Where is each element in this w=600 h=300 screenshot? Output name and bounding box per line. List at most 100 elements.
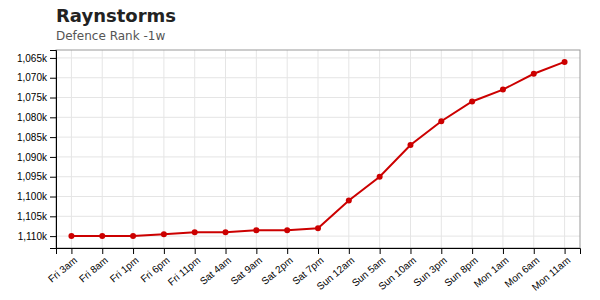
tick-mark bbox=[410, 248, 411, 254]
tick-label: 1,085k bbox=[17, 132, 48, 143]
tick: Mon 11am bbox=[530, 248, 573, 293]
point bbox=[407, 142, 413, 148]
tick: Fri 11pm bbox=[166, 248, 203, 288]
tick: 1,100k bbox=[17, 191, 56, 202]
tick: 1,070k bbox=[17, 72, 56, 83]
grid-line bbox=[379, 50, 380, 248]
tick: Sat 4am bbox=[198, 248, 234, 287]
grid-line bbox=[564, 50, 565, 248]
tick-mark bbox=[50, 117, 56, 118]
tick-label: 1,100k bbox=[17, 191, 48, 202]
grid-line bbox=[318, 50, 319, 248]
point bbox=[223, 229, 229, 235]
point bbox=[377, 174, 383, 180]
tick-mark bbox=[534, 248, 535, 254]
tick-mark bbox=[102, 248, 103, 254]
tick-label: Sun 3pm bbox=[411, 254, 449, 288]
tick-mark bbox=[349, 248, 350, 254]
point bbox=[531, 71, 537, 77]
grid-line bbox=[441, 50, 442, 248]
tick-mark bbox=[50, 177, 56, 178]
point bbox=[562, 59, 568, 65]
subtitle: Defence Rank -1w bbox=[56, 29, 165, 43]
point bbox=[161, 231, 167, 237]
tick-mark bbox=[50, 157, 56, 158]
grid-line bbox=[287, 50, 288, 248]
y-axis: 1,065k1,070k1,075k1,080k1,085k1,090k1,09… bbox=[17, 51, 57, 249]
tick: Fri 8am bbox=[77, 248, 110, 285]
tick-mark bbox=[71, 248, 72, 254]
tick-mark bbox=[565, 248, 566, 254]
grid-line bbox=[348, 50, 349, 248]
tick-label: Mon 11am bbox=[530, 254, 573, 292]
tick-mark bbox=[133, 248, 134, 254]
frame bbox=[56, 50, 580, 248]
tick-mark bbox=[287, 248, 288, 254]
tick: Fri 3am bbox=[46, 248, 79, 285]
tick-label: 1,110k bbox=[18, 231, 48, 242]
grid bbox=[56, 50, 580, 248]
tick-label: Fri 11pm bbox=[166, 254, 203, 287]
tick-mark bbox=[50, 98, 56, 99]
tick-mark bbox=[380, 248, 381, 254]
tick: 1,095k bbox=[17, 171, 56, 182]
point bbox=[500, 87, 506, 93]
axis-line bbox=[57, 249, 581, 255]
tick-mark bbox=[256, 248, 257, 254]
tick-label: Sun 12am bbox=[315, 254, 357, 292]
tick-label: Fri 3am bbox=[46, 254, 79, 284]
tick-mark bbox=[50, 58, 56, 59]
grid-line bbox=[410, 50, 411, 248]
tick: Sun 12am bbox=[315, 248, 357, 292]
point bbox=[130, 233, 136, 239]
tick: 1,080k bbox=[17, 112, 56, 123]
tick-mark bbox=[226, 248, 227, 254]
tick-label: 1,065k bbox=[17, 53, 48, 64]
tick-label: Sat 4am bbox=[198, 254, 234, 286]
tick-mark bbox=[318, 248, 319, 254]
grid-line bbox=[472, 50, 473, 248]
tick-label: 1,075k bbox=[17, 92, 48, 103]
line bbox=[71, 62, 564, 236]
tick: 1,085k bbox=[17, 132, 56, 143]
tick: 1,105k bbox=[17, 211, 56, 222]
tick-label: 1,095k bbox=[17, 171, 48, 182]
grid-line bbox=[71, 50, 72, 248]
point bbox=[68, 233, 74, 239]
tick-mark bbox=[164, 248, 165, 254]
tick-label: Sun 10am bbox=[376, 254, 418, 292]
tick: Sat 9am bbox=[228, 248, 264, 287]
tick-mark bbox=[50, 137, 56, 138]
point bbox=[192, 229, 198, 235]
grid-line bbox=[502, 50, 503, 248]
tick: Sat 2pm bbox=[259, 248, 295, 287]
x-axis: Fri 3amFri 8amFri 1pmFri 6pmFri 11pmSat … bbox=[46, 248, 580, 293]
tick-mark bbox=[50, 236, 56, 237]
tick-label: 1,080k bbox=[17, 112, 48, 123]
point bbox=[469, 98, 475, 104]
title: Raynstorms bbox=[56, 5, 176, 26]
tick-label: Fri 1pm bbox=[108, 254, 141, 284]
tick-label: 1,070k bbox=[17, 72, 48, 83]
point bbox=[438, 118, 444, 124]
tick: Sun 10am bbox=[376, 248, 418, 292]
grid-line bbox=[256, 50, 257, 248]
tick-label: Sat 9am bbox=[228, 254, 264, 286]
marks bbox=[68, 59, 567, 239]
tick: 1,110k bbox=[18, 231, 56, 242]
point bbox=[315, 225, 321, 231]
tick-mark bbox=[195, 248, 196, 254]
grid-line bbox=[163, 50, 164, 248]
tick-mark bbox=[441, 248, 442, 254]
tick-mark bbox=[50, 78, 56, 79]
tick-label: Fri 8am bbox=[77, 254, 110, 284]
tick-mark bbox=[50, 216, 56, 217]
grid-line bbox=[194, 50, 195, 248]
tick: 1,065k bbox=[17, 53, 56, 64]
point bbox=[253, 227, 259, 233]
grid-line bbox=[102, 50, 103, 248]
tick-mark bbox=[503, 248, 504, 254]
point bbox=[284, 227, 290, 233]
point bbox=[99, 233, 105, 239]
tick-label: 1,105k bbox=[17, 211, 48, 222]
